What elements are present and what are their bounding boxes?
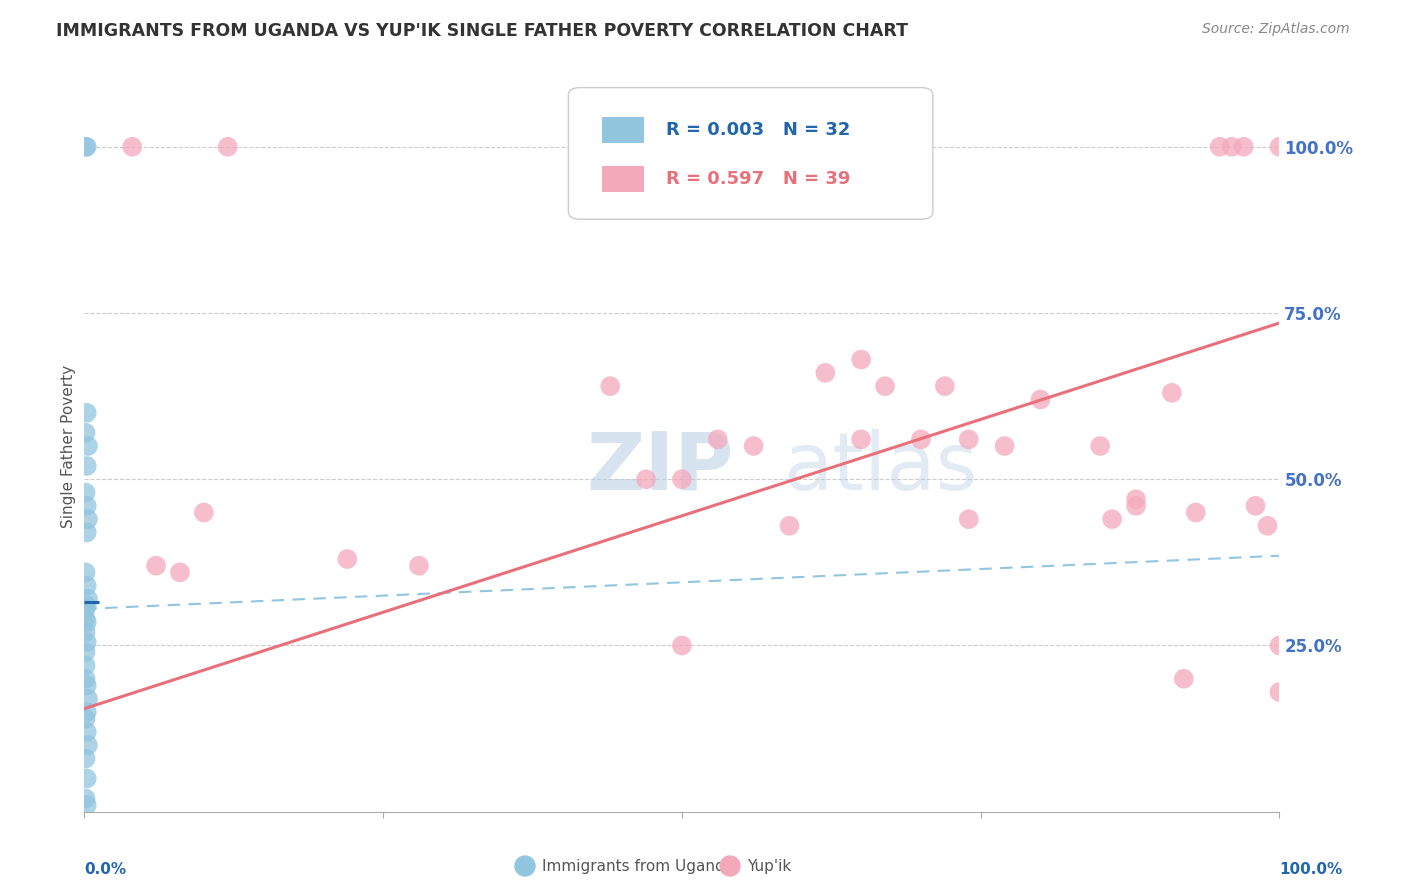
Point: [1101, 512, 1123, 526]
Point: [76, 525, 98, 540]
Point: [1220, 140, 1243, 154]
Point: [849, 352, 872, 367]
Text: R = 0.003   N = 32: R = 0.003 N = 32: [666, 121, 851, 139]
FancyBboxPatch shape: [568, 87, 934, 219]
Point: [875, 379, 897, 393]
Point: [1160, 385, 1182, 400]
Point: [336, 552, 359, 566]
Point: [75, 612, 97, 626]
Point: [1232, 140, 1256, 154]
Point: [76, 406, 98, 420]
Point: [1125, 492, 1147, 507]
Point: [76, 725, 98, 739]
Point: [75, 791, 97, 805]
Point: [75, 485, 97, 500]
Point: [671, 472, 693, 486]
Point: [77, 439, 100, 453]
Text: IMMIGRANTS FROM UGANDA VS YUP'IK SINGLE FATHER POVERTY CORRELATION CHART: IMMIGRANTS FROM UGANDA VS YUP'IK SINGLE …: [56, 22, 908, 40]
Point: [75, 672, 97, 686]
Point: [1208, 140, 1232, 154]
Point: [77, 591, 100, 606]
Point: [934, 379, 956, 393]
Point: [76, 599, 98, 613]
Point: [779, 518, 801, 533]
Point: [75, 602, 97, 616]
Point: [910, 433, 932, 447]
Point: [121, 140, 143, 154]
Point: [76, 678, 98, 692]
Point: [76, 705, 98, 719]
Point: [76, 140, 98, 154]
Point: [1184, 506, 1206, 520]
Point: [75, 751, 97, 765]
Point: [707, 433, 730, 447]
Point: [742, 439, 765, 453]
Text: Source: ZipAtlas.com: Source: ZipAtlas.com: [1202, 22, 1350, 37]
Point: [1088, 439, 1111, 453]
Point: [75, 645, 97, 659]
Circle shape: [720, 856, 740, 876]
Point: [408, 558, 430, 573]
Point: [814, 366, 837, 380]
Point: [599, 379, 621, 393]
Text: 0.0%: 0.0%: [84, 863, 127, 877]
Text: 100.0%: 100.0%: [1279, 863, 1343, 877]
Y-axis label: Single Father Poverty: Single Father Poverty: [60, 365, 76, 527]
Point: [1268, 685, 1291, 699]
Point: [75, 712, 97, 726]
Circle shape: [515, 856, 536, 876]
Point: [76, 635, 98, 649]
Point: [77, 691, 100, 706]
Point: [1173, 672, 1195, 686]
Point: [75, 625, 97, 640]
Bar: [602, 166, 644, 192]
Point: [75, 566, 97, 580]
Point: [849, 433, 872, 447]
Text: atlas: atlas: [783, 429, 977, 507]
Point: [75, 425, 97, 440]
Point: [76, 499, 98, 513]
Point: [76, 579, 98, 593]
Text: ZIP: ZIP: [586, 429, 734, 507]
Point: [957, 433, 980, 447]
Point: [76, 458, 98, 473]
Point: [671, 639, 693, 653]
Point: [1257, 518, 1279, 533]
Text: Immigrants from Uganda: Immigrants from Uganda: [541, 858, 734, 873]
Point: [1029, 392, 1052, 407]
Point: [1268, 140, 1291, 154]
Point: [993, 439, 1015, 453]
Point: [75, 140, 97, 154]
Point: [1125, 499, 1147, 513]
Point: [77, 512, 100, 526]
Text: Yup'ik: Yup'ik: [747, 858, 792, 873]
Point: [193, 506, 215, 520]
Point: [957, 512, 980, 526]
Point: [169, 566, 191, 580]
Point: [76, 798, 98, 813]
Text: R = 0.597   N = 39: R = 0.597 N = 39: [666, 170, 851, 188]
Point: [76, 772, 98, 786]
Point: [75, 658, 97, 673]
Point: [76, 615, 98, 630]
Point: [145, 558, 167, 573]
Point: [1244, 499, 1267, 513]
Point: [1268, 639, 1291, 653]
Point: [77, 738, 100, 752]
Bar: [602, 117, 644, 143]
Point: [217, 140, 239, 154]
Point: [634, 472, 657, 486]
